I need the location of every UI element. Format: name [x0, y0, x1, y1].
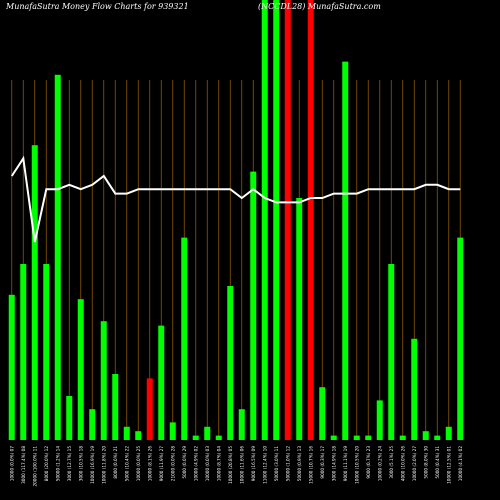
x-tick-label: 21000 (0.0%) 28 — [170, 446, 175, 482]
bar — [238, 409, 245, 440]
bar — [20, 264, 27, 440]
x-tick-label: 10000 (8.1%) 26 — [147, 446, 152, 482]
x-tick-label: 10000 (20.8%) 05 — [228, 446, 233, 484]
bar — [273, 0, 280, 440]
x-tick-label: 10000 (8.7%) 04 — [216, 446, 221, 482]
x-tick-label: 15000 (10.7%) 16 — [308, 446, 313, 484]
x-tick-label: 3000 (5.1%) 25 — [389, 446, 394, 479]
bar — [31, 145, 38, 440]
bar — [284, 0, 291, 440]
bar — [445, 426, 452, 440]
x-tick-label: 10000 (2.0%) 27 — [412, 446, 417, 482]
bar — [8, 294, 15, 440]
x-tick-label: 3000 (10.5%) 18 — [78, 446, 83, 482]
bar — [388, 264, 395, 440]
bar — [319, 387, 326, 440]
bar — [250, 171, 257, 440]
x-tick-label: 10000 (12.5%) 01 — [446, 446, 451, 484]
bar — [307, 0, 314, 440]
chart-subtitle: (NCCDL28) MunafaSutra.com — [258, 2, 381, 11]
bar — [422, 431, 429, 440]
x-tick-label: 10000 (4.1%) 02 — [458, 446, 463, 482]
x-tick-label: 10000 (4.9%) 02 — [193, 446, 198, 482]
bar — [43, 264, 50, 440]
bar — [123, 426, 130, 440]
x-tick-label: 5000 (10.4%) 22 — [124, 446, 129, 482]
bar — [434, 435, 441, 440]
bar — [215, 435, 222, 440]
flow-line-group — [10, 155, 461, 243]
bar — [146, 378, 153, 440]
x-tick-label: 3000 (117.4%) 08 — [21, 446, 26, 484]
x-tick-label: 20000 (100.0%) 11 — [32, 446, 37, 487]
x-tick-label: 5000 (0.4%) 31 — [435, 446, 440, 479]
bar — [342, 61, 349, 440]
x-tick-label: 9000 (0.3%) 17 — [320, 446, 325, 479]
x-tick-label: 9000 (0.7%) 23 — [366, 446, 371, 479]
bar — [112, 374, 119, 440]
x-tick-label: 10000 (0.0%) 03 — [205, 446, 210, 482]
bar — [204, 426, 211, 440]
x-tick-label: 50000 (0.9%) 13 — [297, 446, 302, 482]
bar — [89, 409, 96, 440]
x-tick-label: 3000 (14.9%) 18 — [331, 446, 336, 482]
chart-title: MunafaSutra Money Flow Charts for 939321 — [5, 2, 189, 11]
x-tick-label: 50000 (1.0%) 12 — [285, 446, 290, 482]
bar — [330, 435, 337, 440]
bar — [261, 0, 268, 440]
x-tick-label: 10000 (10.5%) 20 — [354, 446, 359, 484]
x-tick-labels: 10000 (0.0%) 07 3000 (117.4%) 08 20000 (10… — [9, 446, 463, 487]
bar — [411, 338, 418, 440]
bar — [365, 435, 372, 440]
x-tick-label: 9000 (11.1%) 19 — [343, 446, 348, 482]
bars — [8, 0, 464, 441]
bar — [100, 321, 107, 440]
x-tick-label: 9000 (11.9%) 27 — [159, 446, 164, 482]
bar — [227, 286, 234, 440]
x-tick-label: 10000 (0.0%) 07 — [9, 446, 14, 482]
flow-line — [10, 155, 461, 243]
x-tick-label: 9000 (16.5%) 09 — [251, 446, 256, 482]
x-tick-label: 50000 (3.0%) 11 — [274, 446, 279, 482]
bar — [77, 299, 84, 440]
x-tick-label: 10000 (11.8%) 20 — [101, 446, 106, 484]
x-tick-label: 4000 (10.0%) 26 — [400, 446, 405, 482]
bar — [135, 431, 142, 440]
bar — [181, 237, 188, 440]
x-tick-label: 5000 (0.0%) 29 — [182, 446, 187, 479]
bar — [169, 422, 176, 440]
bar — [457, 237, 464, 440]
bar — [66, 396, 73, 440]
x-tick-label: 3000 (12.7%) 15 — [67, 446, 72, 482]
bar — [192, 435, 199, 440]
bar — [376, 400, 383, 440]
x-tick-label: 11000 (12.4%) 10 — [262, 446, 267, 484]
x-tick-label: 50000 (1.2%) 14 — [55, 446, 60, 482]
bar — [158, 325, 165, 440]
bar — [353, 435, 360, 440]
x-tick-label: 10000 (16.9%) 19 — [90, 446, 95, 484]
x-tick-label: 10000 (11.6%) 06 — [239, 446, 244, 484]
bar — [54, 74, 61, 441]
x-tick-label: 5000 (8.0%) 30 — [423, 446, 428, 479]
bar — [296, 198, 303, 440]
bar — [399, 435, 406, 440]
x-tick-label: 8000 (20.0%) 12 — [44, 446, 49, 482]
x-tick-label: 10000 (0.0%) 25 — [136, 446, 141, 482]
x-tick-label: 10000 (0.2%) 24 — [377, 446, 382, 482]
x-tick-label: 8000 (0.0%) 21 — [113, 446, 118, 479]
